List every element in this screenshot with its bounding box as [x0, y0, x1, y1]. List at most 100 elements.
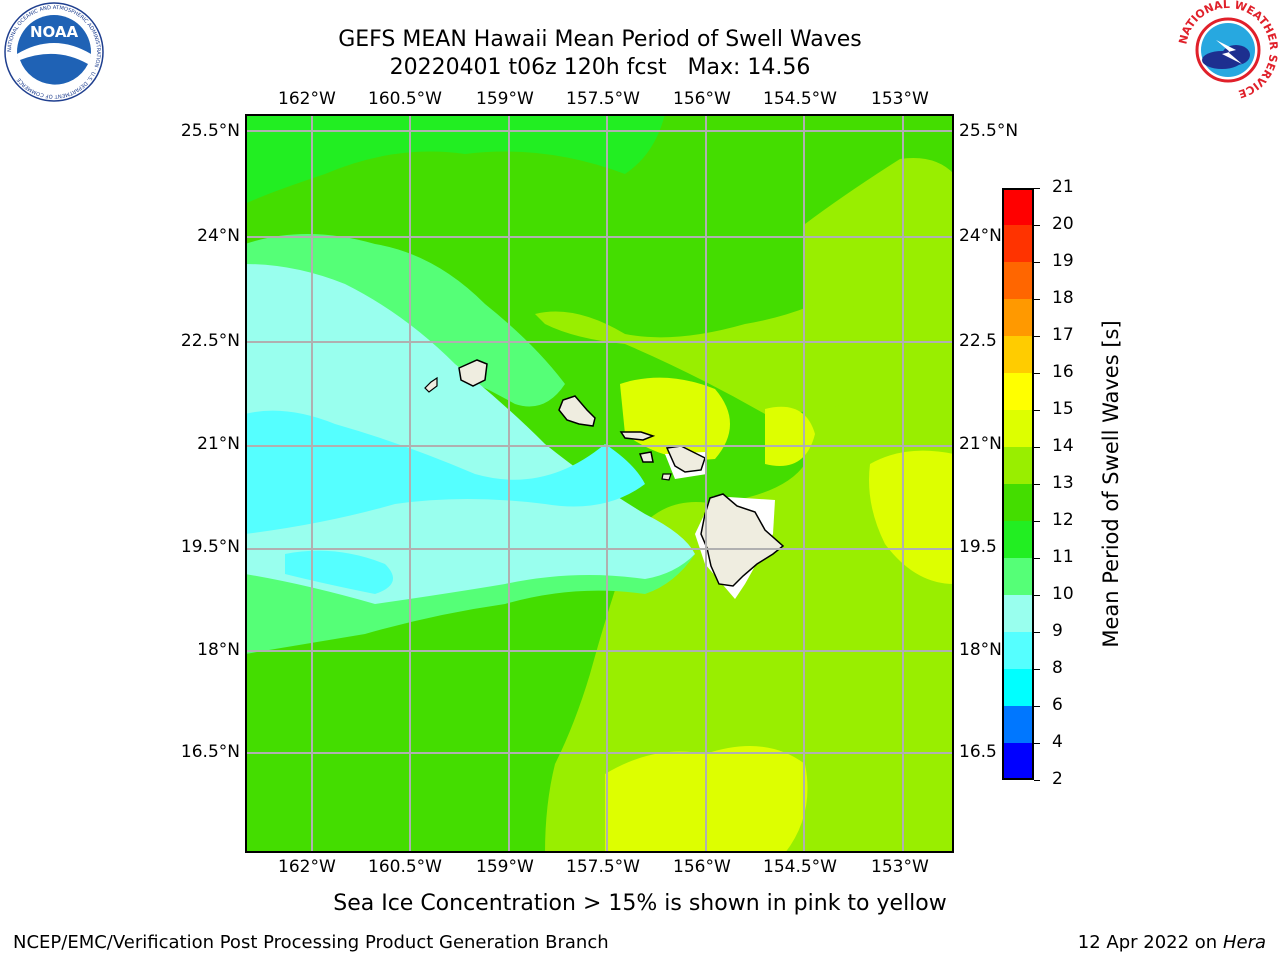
footer-date: 12 Apr 2022 on Hera — [1078, 932, 1266, 953]
lat-label-left: 22.5°N — [180, 331, 240, 351]
colorbar-swatch — [1002, 188, 1034, 226]
colorbar-tick-mark — [1034, 262, 1040, 263]
colorbar-tick-label: 13 — [1052, 473, 1074, 493]
noaa-logo: NATIONAL OCEANIC AND ATMOSPHERIC ADMINIS… — [4, 2, 104, 102]
island-niihau — [424, 376, 438, 393]
sea-ice-note: Sea Ice Concentration > 15% is shown in … — [333, 891, 947, 916]
island-kauai — [458, 359, 488, 387]
colorbar-tick-mark — [1034, 225, 1040, 226]
colorbar-swatch — [1002, 225, 1034, 263]
colorbar-swatch — [1002, 595, 1034, 633]
lon-label-top: 154.5°W — [763, 89, 837, 109]
lat-label-left: 19.5°N — [180, 537, 240, 557]
lat-label-left: 25.5°N — [180, 121, 240, 141]
colorbar-tick-label: 19 — [1052, 251, 1074, 271]
lat-label-left: 16.5°N — [180, 742, 240, 762]
lon-label-bottom: 153°W — [871, 857, 929, 877]
island-kahoolawe — [661, 473, 672, 481]
colorbar-tick-label: 4 — [1052, 732, 1063, 752]
chart-title-line2: 20220401 t06z 120h fcst Max: 14.56 — [389, 55, 811, 80]
colorbar-swatch — [1002, 484, 1034, 522]
colorbar-tick-mark — [1034, 669, 1040, 670]
colorbar-tick-mark — [1034, 706, 1040, 707]
map-frame — [245, 114, 954, 853]
colorbar-swatch — [1002, 632, 1034, 670]
footer-credit: NCEP/EMC/Verification Post Processing Pr… — [13, 932, 609, 953]
nws-logo: NATIONAL WEATHER SERVICE — [1176, 0, 1280, 101]
lat-label-left: 24°N — [197, 226, 240, 246]
lat-label-right: 22.5 — [959, 331, 997, 351]
colorbar-tick-label: 16 — [1052, 362, 1074, 382]
colorbar-tick-mark — [1034, 336, 1040, 337]
colorbar-swatch — [1002, 706, 1034, 744]
colorbar-tick-label: 11 — [1052, 547, 1074, 567]
colorbar-tick-label: 8 — [1052, 658, 1063, 678]
colorbar-swatch — [1002, 558, 1034, 596]
colorbar-swatch — [1002, 262, 1034, 300]
colorbar-tick-mark — [1034, 188, 1040, 189]
colorbar-tick-label: 21 — [1052, 177, 1074, 197]
colorbar-tick-label: 10 — [1052, 584, 1074, 604]
colorbar-swatches — [1002, 188, 1034, 781]
field-13-14-c — [869, 450, 954, 584]
field-13-14-b — [765, 406, 815, 466]
svg-text:NOAA: NOAA — [30, 23, 79, 41]
island-hawaii — [700, 493, 785, 587]
field-8-9 — [245, 410, 645, 534]
lon-label-top: 157.5°W — [566, 89, 640, 109]
colorbar-label: Mean Period of Swell Waves [s] — [1099, 320, 1123, 647]
lat-label-right: 25.5°N — [959, 121, 1019, 141]
colorbar-tick-label: 12 — [1052, 510, 1074, 530]
colorbar-swatch — [1002, 743, 1034, 781]
lon-label-bottom: 156°W — [673, 857, 731, 877]
island-lanai — [638, 451, 654, 463]
island-molokai — [619, 431, 656, 441]
colorbar-tick-mark — [1034, 299, 1040, 300]
colorbar-swatch — [1002, 336, 1034, 374]
colorbar-tick-mark — [1034, 558, 1040, 559]
colorbar-swatch — [1002, 521, 1034, 559]
field-9-10 — [245, 264, 695, 604]
field-13-14-a — [620, 377, 730, 460]
lon-label-bottom: 162°W — [278, 857, 336, 877]
field-12-13-north — [535, 284, 855, 414]
lon-label-top: 162°W — [278, 89, 336, 109]
colorbar-tick-mark — [1034, 447, 1040, 448]
colorbar — [1002, 188, 1034, 781]
colorbar-tick-mark — [1034, 410, 1040, 411]
colorbar-tick-mark — [1034, 632, 1040, 633]
colorbar-tick-mark — [1034, 521, 1040, 522]
lon-label-bottom: 157.5°W — [566, 857, 640, 877]
lat-label-right: 18°N — [959, 640, 1002, 660]
lat-label-right: 21°N — [959, 434, 1002, 454]
colorbar-label-wrap: Mean Period of Swell Waves [s] — [1096, 188, 1126, 780]
colorbar-tick-mark — [1034, 743, 1040, 744]
lon-label-top: 153°W — [871, 89, 929, 109]
colorbar-tick-label: 17 — [1052, 325, 1074, 345]
colorbar-tick-label: 2 — [1052, 769, 1063, 789]
colorbar-swatch — [1002, 373, 1034, 411]
colorbar-tick-mark — [1034, 484, 1040, 485]
lat-label-left: 21°N — [197, 434, 240, 454]
lon-label-bottom: 159°W — [476, 857, 534, 877]
colorbar-tick-mark — [1034, 595, 1040, 596]
colorbar-swatch — [1002, 669, 1034, 707]
colorbar-ticks: 21 20 19 18 17 16 15 14 13 12 11 10 9 8 6 4 2 — [1034, 177, 1090, 790]
colorbar-tick-label: 15 — [1052, 399, 1074, 419]
colorbar-tick-label: 6 — [1052, 695, 1063, 715]
lon-label-top: 159°W — [476, 89, 534, 109]
colorbar-tick-mark — [1034, 373, 1040, 374]
lat-label-right: 16.5 — [959, 742, 997, 762]
lat-label-right: 19.5 — [959, 537, 997, 557]
field-10-11-north — [245, 114, 665, 204]
colorbar-tick-label: 18 — [1052, 288, 1074, 308]
lat-label-left: 18°N — [197, 640, 240, 660]
lon-label-top: 156°W — [673, 89, 731, 109]
chart-title-line1: GEFS MEAN Hawaii Mean Period of Swell Wa… — [338, 27, 862, 52]
lon-label-bottom: 160.5°W — [368, 857, 442, 877]
island-oahu — [558, 395, 596, 427]
footer-date-text: 12 Apr 2022 on — [1077, 932, 1223, 953]
colorbar-swatch — [1002, 299, 1034, 337]
lon-label-bottom: 154.5°W — [763, 857, 837, 877]
colorbar-tick-mark — [1034, 780, 1040, 781]
